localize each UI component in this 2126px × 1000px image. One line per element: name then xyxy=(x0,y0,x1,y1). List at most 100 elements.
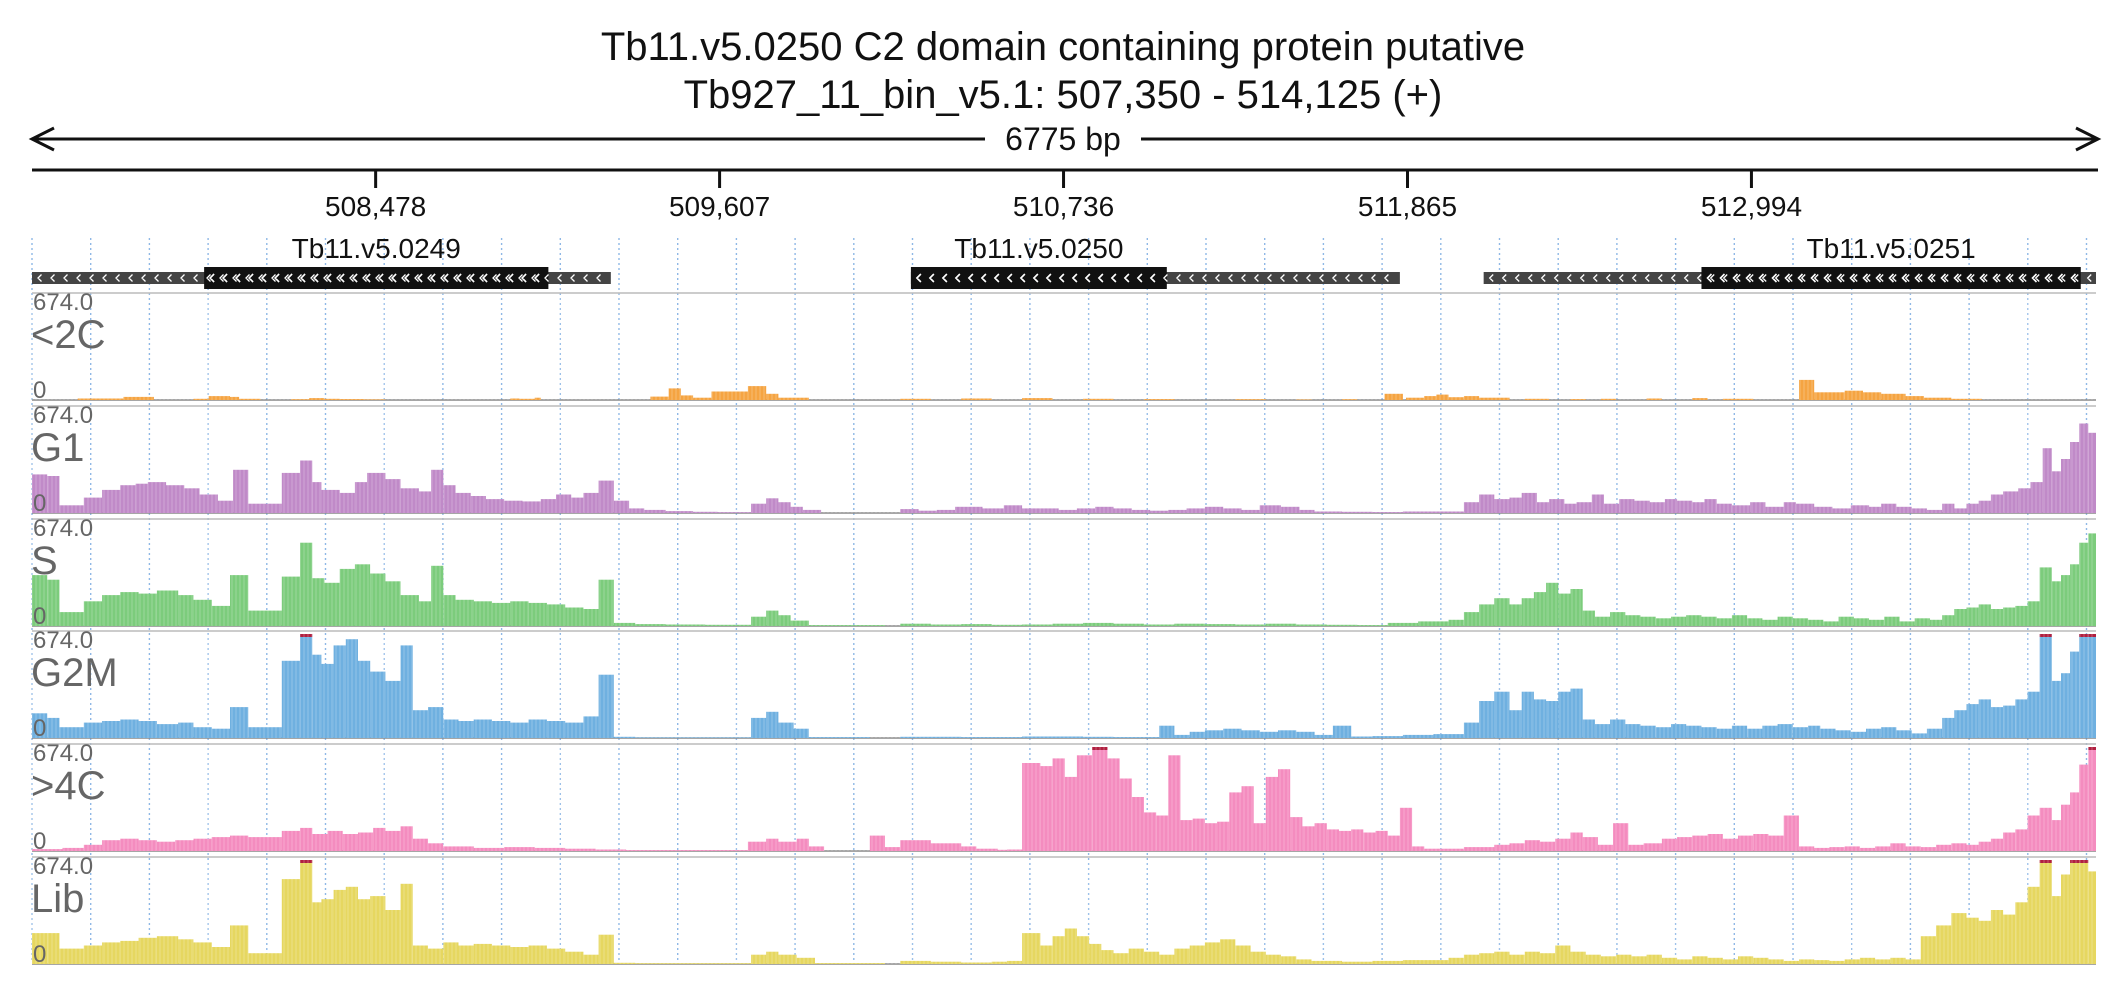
coverage-bar xyxy=(665,511,694,513)
coverage-bar xyxy=(1838,616,1854,626)
coverage-bar xyxy=(345,639,358,738)
coverage-bar xyxy=(1189,945,1205,964)
coverage-bar xyxy=(1296,959,1312,964)
coverage-bar xyxy=(2061,673,2071,738)
coverage-bar xyxy=(412,838,428,851)
chart-subtitle: Tb927_11_bin_v5.1: 507,350 - 514,125 (+) xyxy=(683,73,1443,117)
clipped-marker xyxy=(300,860,313,863)
coverage-bar xyxy=(358,832,374,851)
coverage-bar xyxy=(1174,623,1205,626)
coverage-bar xyxy=(1558,593,1571,626)
coverage-bar xyxy=(1052,623,1084,626)
coverage-bar xyxy=(1338,830,1352,851)
coverage-bar xyxy=(178,939,194,964)
coverage-bar xyxy=(300,460,313,513)
coverage-bar xyxy=(156,724,179,738)
coverage-bar xyxy=(1619,499,1635,513)
coverage-bar xyxy=(1859,847,1876,851)
coverage-bar xyxy=(385,680,401,738)
coverage-bar xyxy=(565,607,584,626)
coverage-bar xyxy=(1707,834,1723,851)
coverage-bar xyxy=(473,719,492,738)
coverage-bar xyxy=(1884,616,1900,626)
coverage-bar xyxy=(2018,488,2031,513)
coverage-bar xyxy=(961,962,992,964)
coverage-bar xyxy=(1722,398,1754,400)
coverage-bar xyxy=(1241,509,1260,513)
coverage-bar xyxy=(333,889,346,964)
coverage-bar xyxy=(808,846,825,851)
coverage-bar xyxy=(583,609,599,626)
coverage-bar xyxy=(1799,846,1815,851)
coverage-bar xyxy=(364,399,386,400)
coverage-bar xyxy=(1600,956,1617,964)
coverage-bar xyxy=(1533,592,1547,626)
coverage-bar xyxy=(510,722,529,738)
coverage-bar xyxy=(1342,399,1358,400)
coverage-bar xyxy=(492,602,511,626)
coverage-bar xyxy=(1479,953,1495,964)
coverage-bar xyxy=(1220,939,1236,964)
coverage-bar xyxy=(1278,730,1297,738)
y-min-label: 0 xyxy=(33,490,46,517)
track-name: G1 xyxy=(31,426,84,470)
coverage-bar xyxy=(1911,733,1927,738)
coverage-bar xyxy=(1387,835,1400,851)
coverage-bar xyxy=(2003,607,2016,626)
coverage-bar xyxy=(1479,397,1510,400)
coverage-bar xyxy=(300,827,313,851)
coverage-bar xyxy=(2061,575,2071,626)
coverage-bar xyxy=(1144,812,1157,851)
track-name: G2M xyxy=(31,651,118,695)
coverage-bar xyxy=(1076,508,1096,513)
coverage-bar xyxy=(613,962,636,964)
coverage-bar xyxy=(199,494,218,513)
coverage-bar xyxy=(1509,604,1522,626)
coverage-bar xyxy=(961,398,992,400)
coverage-bar xyxy=(1808,725,1821,738)
coverage-bar xyxy=(418,601,432,626)
coverage-bar xyxy=(230,707,249,738)
coverage-bar xyxy=(1131,797,1144,851)
track-0: 674.0<2C 0 xyxy=(31,289,2096,404)
coverage-bar xyxy=(1570,589,1583,626)
coverage-bar xyxy=(2039,807,2052,851)
coverage-bar xyxy=(2027,815,2040,851)
coverage-bar xyxy=(1966,844,1979,851)
coverage-bar xyxy=(1040,945,1053,964)
coverage-bar xyxy=(1128,948,1144,964)
coverage-bar xyxy=(1204,624,1236,626)
coverage-bar xyxy=(1716,503,1732,513)
coverage-bar xyxy=(138,593,157,626)
coverage-bar xyxy=(504,847,535,851)
coverage-bar xyxy=(1040,508,1059,513)
coverage-bar xyxy=(1951,913,1967,964)
coverage-bar xyxy=(1479,701,1495,738)
coverage-bar xyxy=(1570,688,1583,738)
coverage-bar xyxy=(1600,398,1617,400)
coverage-bar xyxy=(1168,509,1187,513)
coverage-bar xyxy=(211,728,230,738)
coverage-bar xyxy=(1722,838,1738,851)
coverage-bar xyxy=(766,393,779,400)
coverage-bar xyxy=(1463,722,1480,738)
coverage-bar xyxy=(1594,724,1611,738)
coverage-bar xyxy=(193,838,212,851)
coverage-bar xyxy=(796,838,809,851)
coverage-bar xyxy=(1448,957,1464,964)
track-name: Lib xyxy=(31,877,84,921)
coverage-bar xyxy=(1223,508,1242,513)
coverage-bar xyxy=(1144,399,1175,400)
coverage-bar xyxy=(1524,840,1540,851)
coverage-bar xyxy=(1646,954,1662,964)
coverage-bar xyxy=(147,482,167,513)
gene-cds xyxy=(1701,267,2081,289)
coverage-bar xyxy=(598,579,614,626)
coverage-bar xyxy=(385,830,401,851)
coverage-bar xyxy=(1613,823,1629,851)
coverage-bar xyxy=(900,623,931,626)
track-1: 674.0G1 0 xyxy=(31,402,2096,517)
coverage-bar xyxy=(1677,959,1693,964)
coverage-bar xyxy=(1299,509,1315,513)
